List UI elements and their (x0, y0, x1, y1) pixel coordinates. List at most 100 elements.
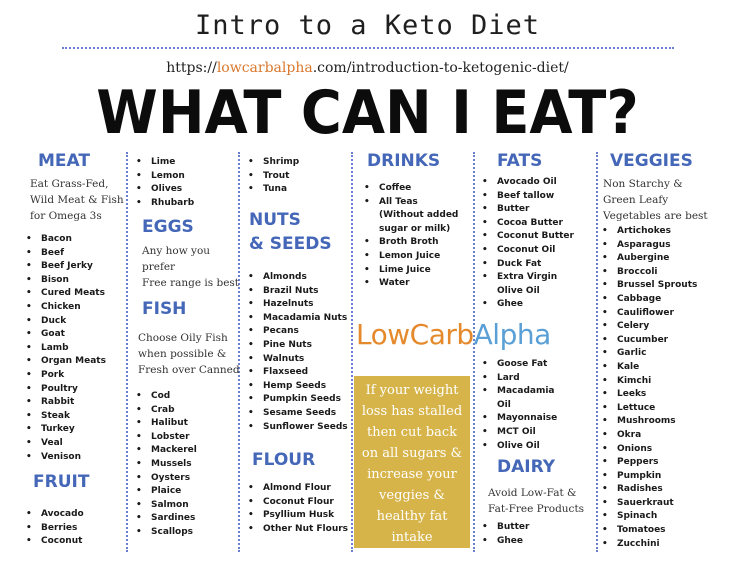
list-item: Okra (600, 429, 697, 443)
list-item: Rhubarb (134, 197, 194, 211)
list-item: Almonds (246, 271, 348, 285)
list-item: Mackerel (134, 444, 197, 458)
fats-list: Avocado OilBeef tallowButterCocoa Butter… (480, 176, 574, 312)
list-item: Broth Broth (362, 236, 458, 250)
dairy-description: Avoid Low-Fat & Fat-Free Products (488, 487, 585, 515)
list-item: Berries (24, 522, 84, 536)
list-item: Coffee (362, 182, 458, 196)
list-item: (Without added (379, 210, 459, 221)
list-item: Pine Nuts (246, 339, 348, 353)
list-item: Goose Fat (480, 358, 557, 372)
page-title: Intro to a Keto Diet (194, 10, 541, 41)
list-item: Pumpkin (600, 470, 697, 484)
list-item: Macadamia (480, 385, 557, 399)
list-item: Tuna (246, 183, 299, 197)
list-item: Oysters (134, 472, 197, 486)
fish-list: CodCrabHalibutLobsterMackerelMusselsOyst… (134, 390, 197, 540)
list-item: Artichokes (600, 225, 697, 239)
list-item: Chicken (24, 301, 106, 315)
list-item: Poultry (24, 383, 106, 397)
list-item: Sunflower Seeds (246, 421, 348, 435)
list-item: Bison (24, 274, 106, 288)
dairy-title: DAIRY (497, 457, 556, 477)
veggies-title: VEGGIES (610, 151, 693, 171)
dairy-list: ButterGhee (480, 521, 529, 548)
list-item: Brazil Nuts (246, 285, 348, 299)
list-item: Hazelnuts (246, 298, 348, 312)
list-item: Organ Meats (24, 355, 106, 369)
list-item: Olive Oil (480, 440, 557, 454)
list-item: Turkey (24, 423, 106, 437)
list-item: Cured Meats (24, 287, 106, 301)
list-item: Salmon (134, 499, 197, 513)
list-item: Olive Oil (497, 285, 540, 296)
list-item: Lime Juice (362, 264, 458, 278)
column-separator (126, 152, 128, 552)
list-item: Shrimp (246, 156, 299, 170)
list-item: Duck Fat (480, 258, 574, 272)
list-item: Coconut (24, 535, 84, 549)
nuts-seeds-list: AlmondsBrazil NutsHazelnutsMacadamia Nut… (246, 271, 348, 434)
fats-title: FATS (497, 151, 543, 171)
eggs-title: EGGS (142, 217, 194, 237)
column-separator (596, 152, 598, 552)
stalled-weight-callout: If your weight loss has stalled then cut … (354, 376, 470, 548)
list-item: Sauerkraut (600, 497, 697, 511)
list-item: Rabbit (24, 396, 106, 410)
list-item: Cauliflower (600, 307, 697, 321)
list-item: Olives (134, 183, 194, 197)
list-item: Pecans (246, 325, 348, 339)
list-item: Duck (24, 315, 106, 329)
list-item: Avocado (24, 508, 84, 522)
list-item: Ghee (480, 535, 529, 549)
list-item: sugar or milk) (379, 223, 451, 234)
fish-list-continued: ShrimpTroutTuna (246, 156, 299, 197)
list-item: Lamb (24, 342, 106, 356)
list-item: All Teas (362, 196, 458, 210)
title-divider (62, 47, 674, 49)
fish-title: FISH (142, 299, 187, 319)
list-item: Coconut Butter (480, 230, 574, 244)
list-item: Kale (600, 361, 697, 375)
list-item: Goat (24, 328, 106, 342)
list-item: Halibut (134, 417, 197, 431)
list-item: Flaxseed (246, 366, 348, 380)
lowcarbalpha-logo: LowCarbAlpha (356, 318, 551, 351)
list-item: Beef Jerky (24, 260, 106, 274)
list-item: Cabbage (600, 293, 697, 307)
list-item: Cocoa Butter (480, 217, 574, 231)
list-item: Extra Virgin (480, 271, 574, 285)
list-item: Bacon (24, 233, 106, 247)
list-item: Mussels (134, 458, 197, 472)
list-item: Lemon Juice (362, 250, 458, 264)
list-item: Onions (600, 443, 697, 457)
list-item: Pumpkin Seeds (246, 393, 348, 407)
list-item: Broccoli (600, 266, 697, 280)
list-item: Leeks (600, 388, 697, 402)
list-item: Kimchi (600, 375, 697, 389)
list-item: Almond Flour (246, 482, 348, 496)
list-item: Lettuce (600, 402, 697, 416)
list-item: Tomatoes (600, 524, 697, 538)
list-item: Celery (600, 320, 697, 334)
list-item: Walnuts (246, 353, 348, 367)
list-item: Oil (497, 399, 511, 410)
list-item: Mayonnaise (480, 412, 557, 426)
meat-list: BaconBeefBeef JerkyBisonCured MeatsChick… (24, 233, 106, 464)
list-item: Spinach (600, 510, 697, 524)
nuts-title: NUTS & SEEDS (249, 210, 332, 254)
list-item: Steak (24, 410, 106, 424)
fats-list-continued: Goose FatLardMacadamiaOil MayonnaiseMCT O… (480, 358, 557, 453)
list-item: Aubergine (600, 252, 697, 266)
list-item: Mushrooms (600, 415, 697, 429)
list-item: Asparagus (600, 239, 697, 253)
list-item: Lemon (134, 170, 194, 184)
list-item: Sardines (134, 512, 197, 526)
list-item: Sesame Seeds (246, 407, 348, 421)
flour-list: Almond FlourCoconut FlourPsyllium HuskOt… (246, 482, 348, 536)
column-separator (238, 152, 240, 552)
list-item: Beef tallow (480, 190, 574, 204)
list-item: Avocado Oil (480, 176, 574, 190)
fish-description: Choose Oily Fish when possible & Fresh ove… (138, 332, 240, 376)
list-item: Pork (24, 369, 106, 383)
